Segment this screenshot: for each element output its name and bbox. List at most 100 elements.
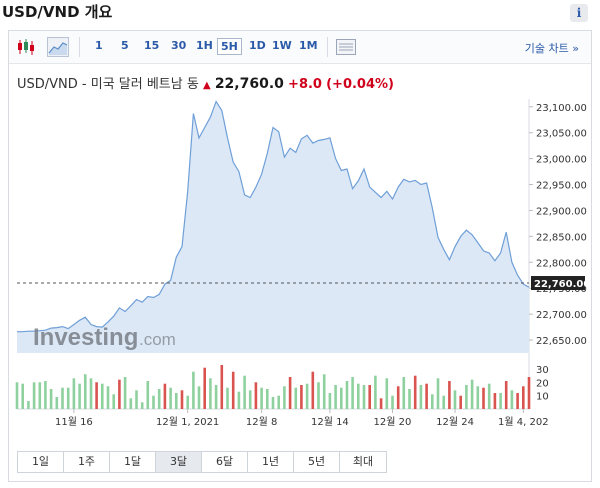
area-chart-icon[interactable] (47, 37, 69, 57)
interval-1h[interactable]: 1H (196, 39, 213, 52)
volume-bar (504, 381, 508, 409)
volume-bar (72, 378, 76, 409)
volume-bar (408, 389, 411, 409)
volume-bar (89, 378, 93, 409)
price-chart[interactable]: Investing .com 23,100.00 23,050.00 23,000.00… (9, 31, 591, 446)
volume-bar (192, 371, 195, 409)
interval-5h[interactable]: 5H (217, 38, 242, 55)
x-tick-label: 12월 14 (311, 416, 349, 428)
volume-bar (487, 383, 491, 409)
range-button-7[interactable]: 최대 (340, 452, 386, 472)
candlestick-icon[interactable] (15, 37, 37, 57)
volume-bar (476, 386, 480, 409)
volume-bar (112, 394, 115, 409)
volume-bar (311, 371, 315, 409)
volume-bar (21, 383, 24, 409)
volume-bar (362, 385, 366, 409)
interval-1d[interactable]: 1D (249, 39, 266, 52)
volume-bar (197, 386, 201, 409)
volume-bar (243, 375, 246, 409)
volume-bar (32, 382, 36, 409)
volume-bar (522, 386, 525, 409)
interval-30[interactable]: 30 (171, 39, 187, 52)
chart-toolbar: 1 5 15 30 1H 5H 1D 1W 1M 기술 차트 » (9, 31, 591, 64)
y-tick-label: 22,900.00 (536, 206, 587, 217)
y-tick-label: 23,050.00 (536, 129, 587, 140)
technical-chart-link[interactable]: 기술 차트 » (524, 42, 579, 55)
volume-bar (448, 381, 451, 409)
volume-bar (322, 374, 326, 409)
volume-bar (266, 389, 269, 409)
volume-bar (129, 398, 133, 409)
volume-bar (186, 395, 189, 409)
volume-bar (482, 387, 485, 409)
volume-bar (106, 386, 110, 409)
range-button-3[interactable]: 3달 (156, 452, 202, 472)
volume-bar (385, 378, 389, 409)
range-button-2[interactable]: 1달 (110, 452, 156, 472)
volume-tick-label: 30 (536, 365, 549, 376)
volume-bar (38, 382, 42, 409)
volume-bar (209, 378, 212, 409)
x-tick-label: 12월 1, 2021 (156, 416, 219, 428)
range-button-6[interactable]: 5년 (294, 452, 340, 472)
volume-bar (203, 367, 206, 409)
interval-1w[interactable]: 1W (272, 39, 292, 52)
volume-bar (101, 383, 104, 409)
volume-bar (140, 402, 144, 409)
toolbar-divider (327, 37, 328, 57)
volume-bar (15, 382, 19, 409)
interval-1m[interactable]: 1M (299, 39, 318, 52)
volume-bar (61, 387, 64, 409)
range-button-0[interactable]: 1일 (18, 452, 64, 472)
range-selector: 1일 1주 1달 3달 6달 1년 5년 최대 (17, 451, 387, 473)
indicators-icon[interactable] (335, 37, 357, 57)
volume-bar (368, 385, 371, 409)
volume-bar (436, 378, 440, 409)
volume-bar (231, 371, 235, 409)
volume-bar (527, 377, 531, 409)
volume-bar (44, 381, 47, 409)
volume-bar (214, 385, 218, 409)
volume-bar (123, 377, 127, 409)
range-button-4[interactable]: 6달 (202, 452, 248, 472)
volume-bar (146, 381, 150, 409)
price-line (17, 100, 530, 333)
last-price-tag (531, 276, 585, 291)
volume-bar (305, 383, 309, 409)
volume-bar (157, 389, 161, 409)
volume-bar (78, 383, 81, 409)
volume-bar (27, 401, 30, 409)
quote-price: 22,760.0 (214, 76, 284, 92)
volume-bar (271, 397, 275, 409)
volume-bar (226, 387, 229, 409)
toolbar-divider (79, 37, 80, 57)
volume-bar (391, 395, 394, 409)
volume-bar (163, 383, 167, 409)
volume-bar (237, 391, 241, 409)
volume-bar (294, 387, 298, 409)
quote-change-pct: (+0.04%) (326, 77, 394, 92)
y-tick-label: 22,950.00 (536, 181, 587, 192)
volume-bar (254, 382, 258, 409)
interval-1[interactable]: 1 (95, 39, 103, 52)
y-tick-label: 22,800.00 (536, 258, 587, 269)
range-button-5[interactable]: 1년 (248, 452, 294, 472)
volume-bar (470, 379, 474, 409)
y-tick-label: 22,700.00 (536, 310, 587, 321)
info-icon[interactable]: i (570, 4, 588, 22)
volume-bar (152, 395, 155, 409)
quote-change: +8.0 (288, 77, 322, 92)
y-tick-label: 23,100.00 (536, 103, 587, 114)
volume-bar (49, 389, 53, 409)
volume-bar (413, 375, 417, 409)
range-button-1[interactable]: 1주 (64, 452, 110, 472)
volume-bar (379, 398, 383, 409)
volume-bar (419, 385, 423, 409)
volume-bar (345, 381, 349, 409)
interval-5[interactable]: 5 (121, 39, 129, 52)
volume-bar (510, 390, 514, 409)
volume-bar (499, 393, 502, 409)
volume-bar (288, 377, 292, 409)
interval-15[interactable]: 15 (144, 39, 160, 52)
